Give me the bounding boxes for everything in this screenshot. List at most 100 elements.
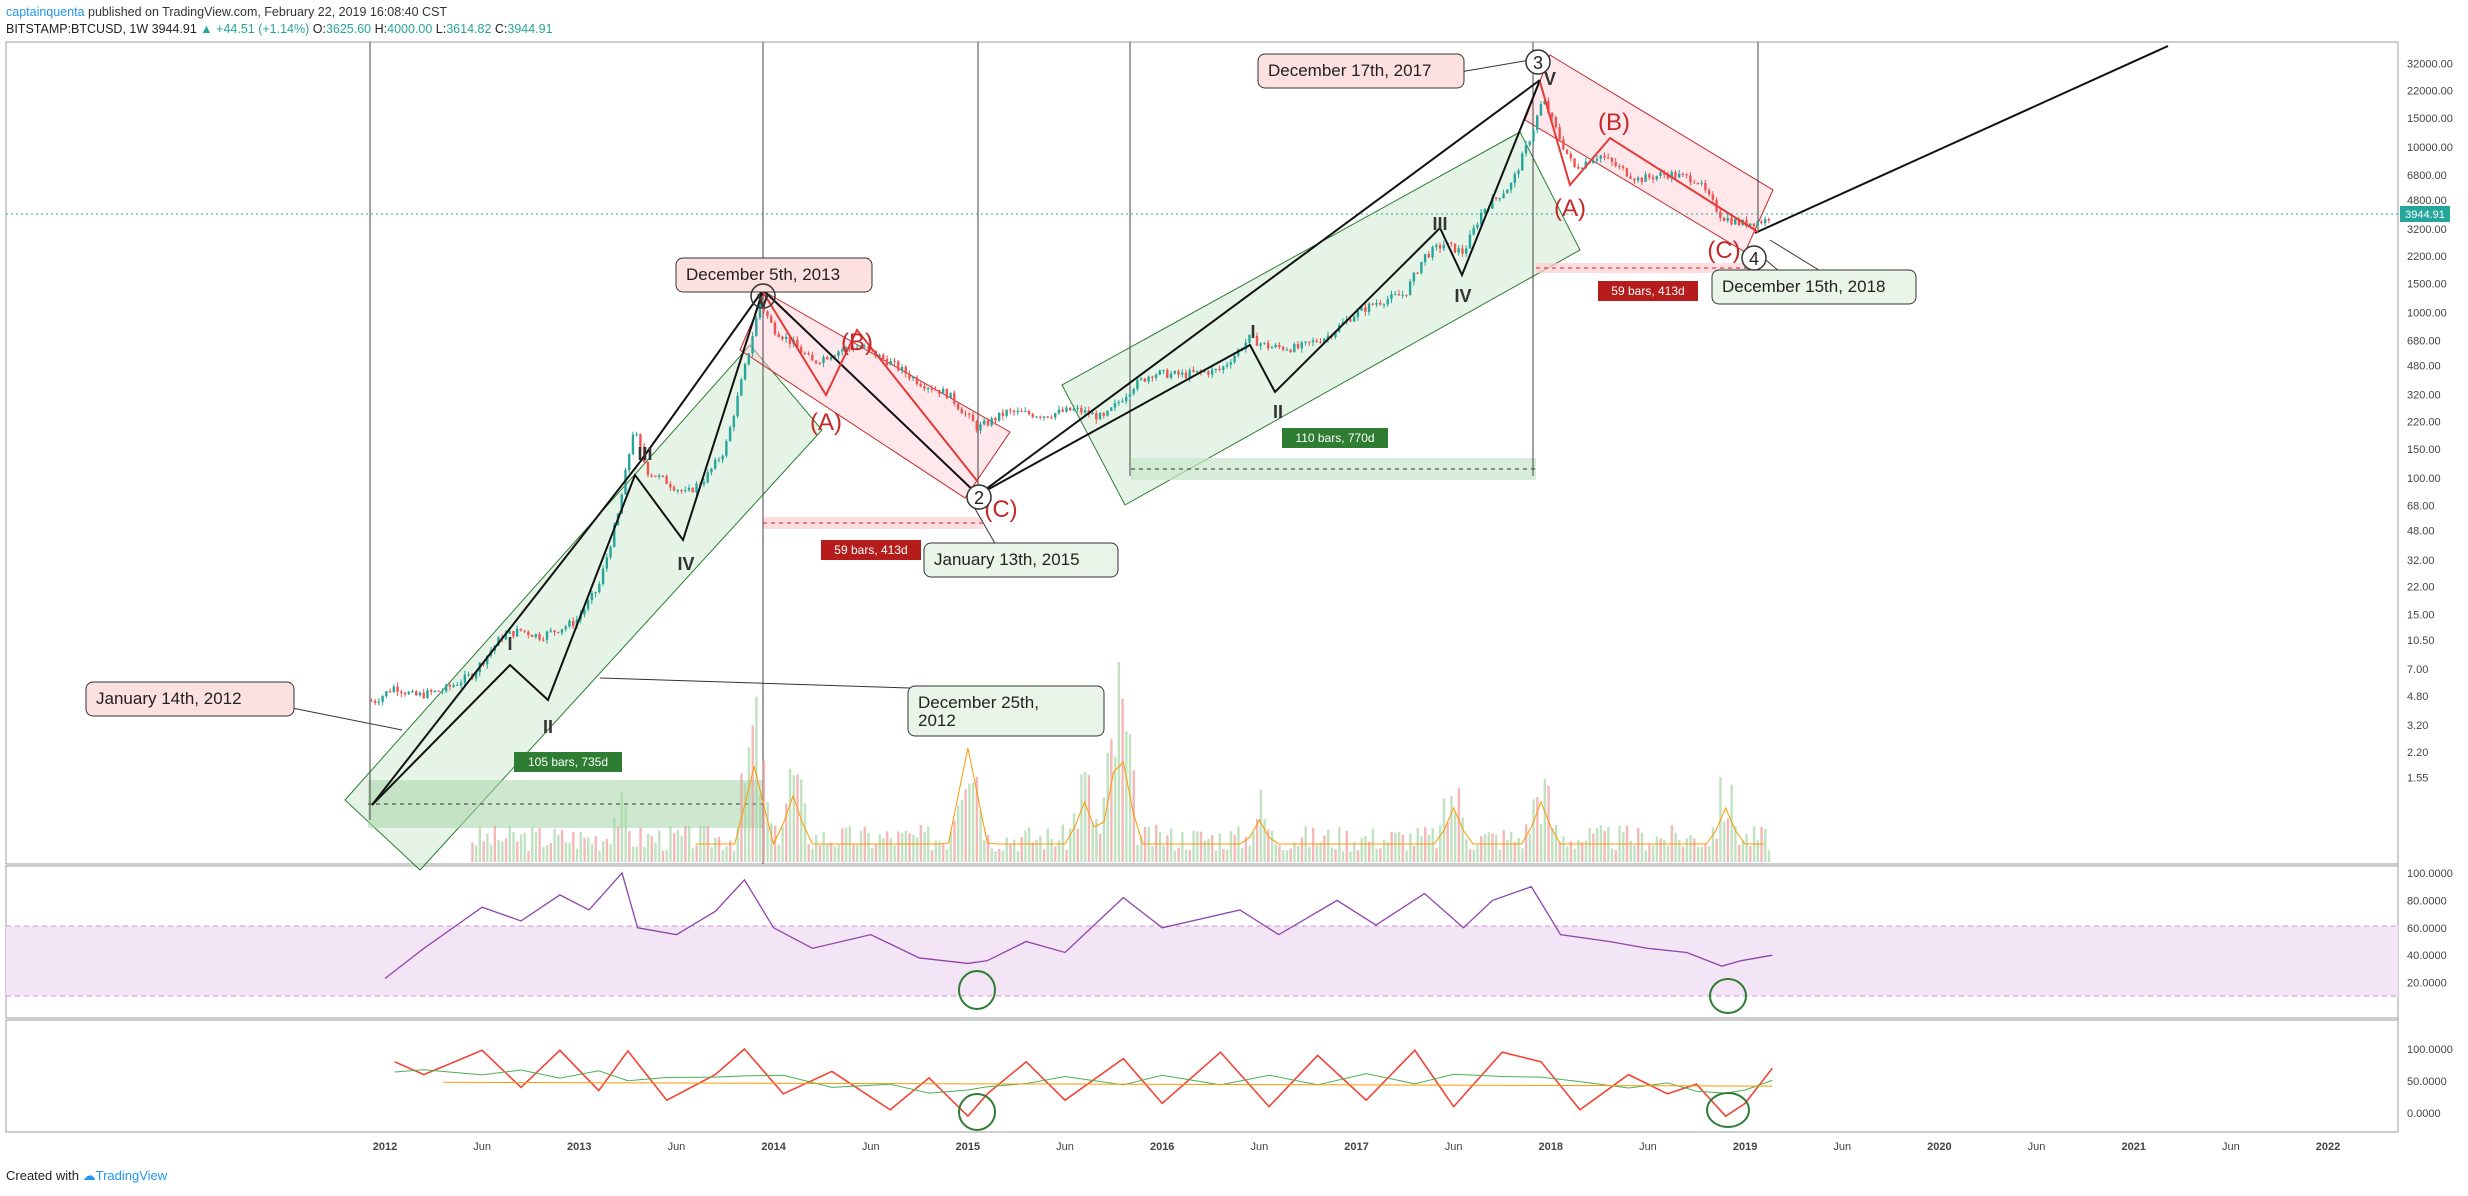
volume-bar (1476, 845, 1479, 862)
volume-bar (1270, 830, 1274, 862)
candle-body (1681, 173, 1685, 175)
callout-dec-2012[interactable]: December 25th, 2012 (907, 685, 1105, 737)
candle-body (373, 700, 377, 703)
volume-bar (1584, 840, 1588, 862)
candle-body (755, 317, 758, 337)
volume-bar (1438, 825, 1442, 862)
volume-bar (1240, 847, 1244, 862)
stoch-pane[interactable] (5, 1019, 2399, 1133)
candle-body (837, 351, 840, 356)
price-axis-label: 2.20 (2407, 747, 2428, 759)
volume-bar (568, 842, 571, 862)
candle-body (1752, 223, 1756, 227)
candle-body (1106, 410, 1109, 416)
volume-bar (1334, 849, 1337, 862)
candle-body (1016, 410, 1020, 413)
candle-body (897, 361, 900, 371)
candle-body (512, 631, 515, 637)
candle-body (908, 373, 911, 379)
callout-dec-2017-text: December 17th, 2017 (1268, 61, 1432, 80)
candle-body (1543, 100, 1546, 105)
candle-body (684, 490, 687, 492)
volume-bar (1640, 832, 1644, 862)
candle-body (590, 592, 594, 601)
candle-body (1401, 294, 1404, 296)
chart-canvas[interactable]: January 14th, 2012 December 5th, 2013 De… (0, 0, 2468, 1166)
candle-body (811, 354, 814, 361)
callout-pointer-2012 (599, 677, 911, 689)
callout-jan-2012-text: January 14th, 2012 (96, 689, 242, 708)
volume-bar (885, 831, 889, 862)
candle-body (1274, 344, 1277, 348)
volume-bar (628, 831, 631, 862)
candle-body (1027, 411, 1031, 415)
candle-body (1763, 218, 1767, 224)
volume-bar (1289, 848, 1292, 862)
candle-body (1308, 341, 1311, 343)
candle-body (1218, 368, 1221, 371)
volume-bar (1106, 752, 1109, 862)
tradingview-logo-icon[interactable]: ☁ (82, 1168, 96, 1183)
volume-bar (1498, 849, 1502, 862)
candle-body (1405, 294, 1408, 296)
price-pane[interactable] (5, 41, 2399, 865)
volume-bar (915, 837, 919, 862)
price-axis[interactable]: 32000.00 22000.00 15000.00 10000.00 6800.00 4… (2407, 59, 2453, 785)
tradingview-brand[interactable]: TradingView (95, 1168, 168, 1183)
volume-bar (1424, 827, 1427, 862)
rsi-axis[interactable]: 100.0000 80.0000 60.0000 40.0000 20.0000 (2407, 868, 2453, 990)
callout-dec-2013[interactable]: December 5th, 2013 (675, 257, 873, 293)
time-axis-label: Jun (2028, 1141, 2046, 1153)
wave-label-III-2013: III (637, 444, 652, 464)
volume-bar (1588, 827, 1591, 862)
callout-jan-2012[interactable]: January 14th, 2012 (85, 681, 295, 717)
candle-body (642, 446, 646, 462)
volume-bar (1364, 835, 1367, 862)
candle-body (855, 347, 859, 350)
volume-bar (889, 838, 893, 862)
time-axis-label: Jun (473, 1141, 491, 1153)
volume-bar (1741, 840, 1745, 862)
rsi-path (384, 871, 1773, 980)
callout-dec-2018[interactable]: December 15th, 2018 (1711, 269, 1917, 305)
candle-body (1491, 197, 1494, 209)
candle-body (560, 629, 564, 633)
candle-body (911, 377, 915, 379)
volume-bar (871, 847, 874, 862)
rsi-axis-label: 40.0000 (2407, 950, 2447, 962)
candle-body (1042, 416, 1046, 418)
candle-body (1046, 416, 1049, 418)
volume-bar (971, 782, 975, 862)
time-axis[interactable]: 2012 Jun 2013 Jun 2014 Jun 2015 Jun 2016 Jun 2017 J… (373, 1141, 2340, 1153)
volume-ma-line (695, 747, 1765, 846)
candle-body (1734, 219, 1737, 225)
volume-bar (478, 826, 482, 862)
candle-body (1476, 224, 1479, 228)
volume-bar (613, 817, 616, 862)
volume-bar (605, 839, 609, 862)
candle-body (1599, 155, 1602, 159)
price-axis-label: 10000.00 (2407, 142, 2453, 154)
candle-body (1629, 176, 1632, 179)
candle-body (841, 349, 844, 352)
author-link[interactable]: captainquenta (6, 5, 85, 19)
callout-jan-2015[interactable]: January 13th, 2015 (923, 542, 1119, 578)
volume-bar (1155, 824, 1158, 862)
price-axis-label: 22.00 (2407, 582, 2435, 594)
callout-dec-2017[interactable]: December 17th, 2017 (1257, 53, 1465, 89)
candle-body (1535, 115, 1539, 130)
candle-body (1024, 411, 1027, 413)
volume-bar (1491, 833, 1494, 862)
candle-body (392, 686, 396, 693)
symbol-label[interactable]: BITSTAMP:BTCUSD, 1W (6, 22, 149, 36)
candle-body (1651, 177, 1655, 180)
circled-wave-3-text: 3 (1533, 53, 1543, 73)
volume-bar (1487, 832, 1490, 862)
volume-bar (1203, 840, 1206, 862)
volume-bar (1427, 835, 1431, 862)
volume-bar (1711, 827, 1715, 862)
volume-bar (751, 725, 754, 862)
volume-bar (1521, 848, 1524, 862)
candle-body (1195, 370, 1199, 372)
stoch-axis[interactable]: 100.0000 50.0000 0.0000 (2407, 1044, 2453, 1120)
